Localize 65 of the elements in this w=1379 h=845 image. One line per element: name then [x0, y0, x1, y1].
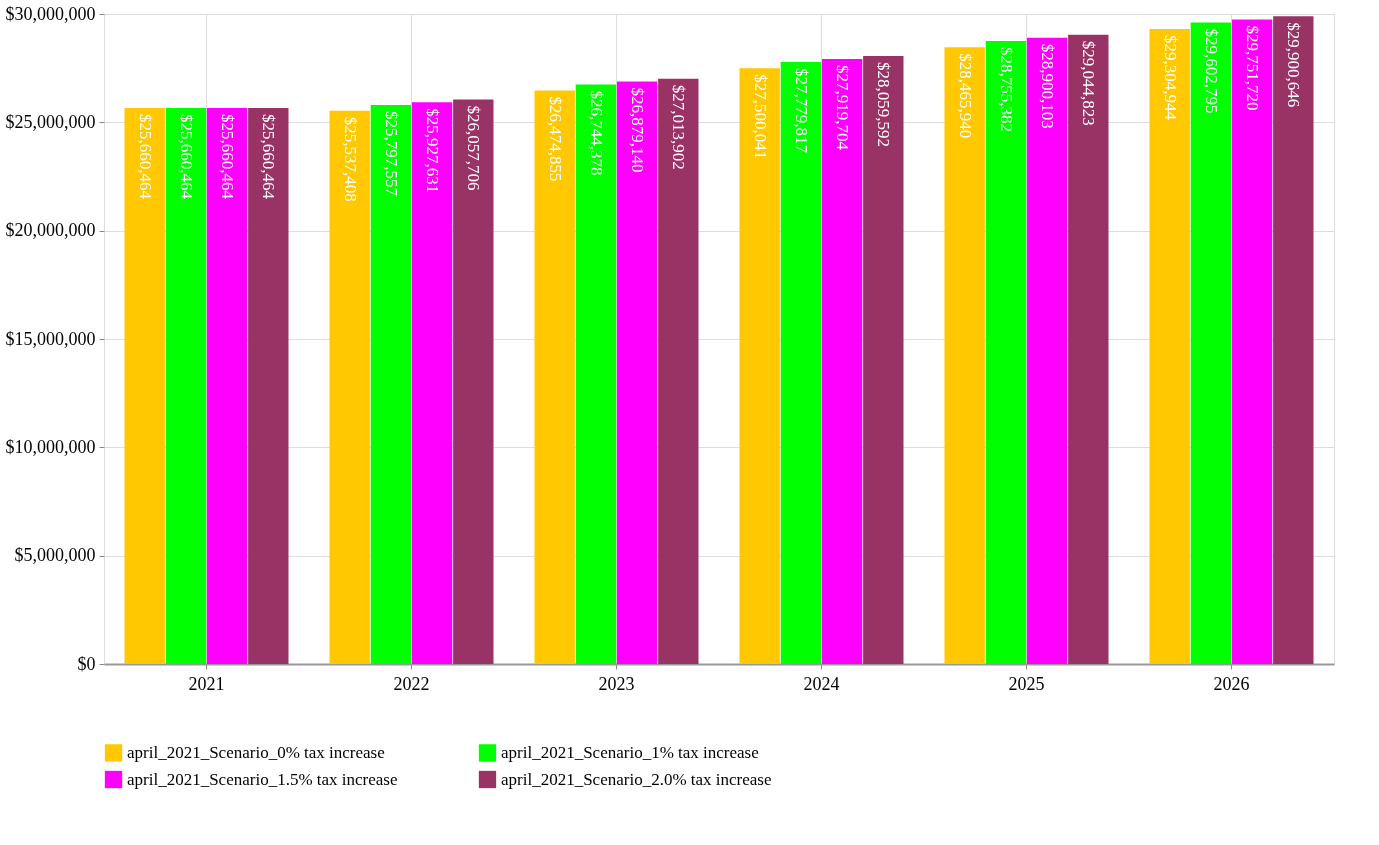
y-tick-label: $20,000,000	[5, 220, 96, 241]
bar	[780, 62, 822, 664]
bar	[165, 108, 207, 664]
data-label: $25,797,557	[381, 111, 401, 197]
data-label: $26,057,706	[464, 105, 484, 191]
y-tick-label: $10,000,000	[5, 436, 96, 457]
data-label: $28,900,103	[1038, 43, 1058, 129]
bar	[1231, 19, 1273, 664]
bar	[616, 81, 658, 664]
bar	[658, 78, 699, 664]
bar	[1026, 37, 1068, 664]
bar	[1149, 29, 1190, 664]
x-tick-label: 2026	[1213, 673, 1250, 694]
legend-label: april_2021_Scenario_1% tax increase	[501, 742, 759, 762]
bar	[411, 102, 453, 664]
bar	[1190, 22, 1232, 664]
bar	[1273, 16, 1314, 664]
data-label: $27,500,041	[750, 74, 770, 160]
legend-label: april_2021_Scenario_2.0% tax increase	[501, 769, 772, 789]
data-label: $29,602,795	[1201, 28, 1221, 114]
data-label: $28,465,940	[955, 53, 975, 139]
data-label: $27,919,704	[833, 65, 853, 151]
data-label: $28,755,382	[996, 46, 1016, 132]
bar	[206, 108, 248, 664]
y-tick-label: $5,000,000	[14, 545, 96, 566]
x-tick-label: 2024	[803, 673, 840, 694]
data-label: $26,474,855	[545, 96, 565, 182]
data-label: $29,044,823	[1079, 40, 1099, 126]
data-label: $29,900,646	[1284, 22, 1304, 108]
bar	[863, 56, 904, 664]
y-tick-label: $15,000,000	[5, 328, 96, 349]
y-tick-label: $30,000,000	[5, 3, 96, 24]
bar	[248, 108, 289, 664]
data-label: $25,927,631	[423, 108, 443, 194]
bar	[944, 47, 985, 664]
x-tick-label: 2021	[188, 673, 225, 694]
legend-label: april_2021_Scenario_1.5% tax increase	[127, 769, 398, 789]
x-tick-label: 2025	[1008, 673, 1045, 694]
data-label: $25,660,464	[135, 114, 155, 200]
data-label: $28,059,592	[874, 62, 894, 148]
bar	[985, 40, 1027, 664]
data-label: $29,304,944	[1160, 35, 1180, 121]
data-label: $25,660,464	[218, 114, 238, 200]
legend-label: april_2021_Scenario_0% tax increase	[127, 742, 385, 762]
data-label: $25,660,464	[176, 114, 196, 200]
bar	[370, 105, 412, 664]
bar	[739, 68, 780, 664]
data-label: $25,660,464	[259, 114, 279, 200]
y-tick-label: $25,000,000	[5, 111, 96, 132]
bar	[534, 90, 575, 664]
data-label: $26,879,140	[628, 87, 648, 173]
bar	[453, 99, 494, 664]
bar	[575, 84, 617, 664]
data-label: $26,744,378	[586, 90, 606, 176]
y-tick-label: $0	[77, 653, 96, 674]
bar	[124, 108, 165, 664]
data-label: $27,779,817	[791, 68, 811, 154]
bar	[329, 110, 370, 664]
x-tick-label: 2023	[598, 673, 635, 694]
bar	[821, 59, 863, 664]
data-label: $29,751,720	[1243, 25, 1263, 111]
bar	[1068, 34, 1109, 664]
data-label: $25,537,408	[340, 116, 360, 202]
x-tick-label: 2022	[393, 673, 430, 694]
data-label: $27,013,902	[669, 84, 689, 170]
